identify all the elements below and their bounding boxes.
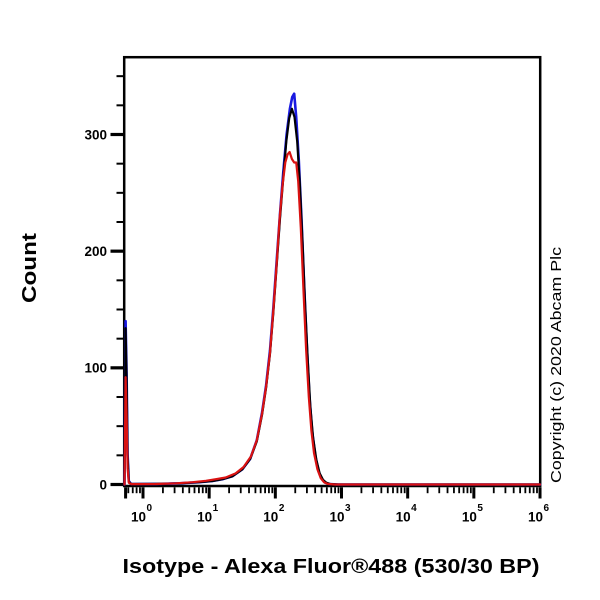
y-tick-label: 100	[84, 361, 107, 376]
copyright-text: Copyright (c) 2020 Abcam Plc	[548, 246, 565, 483]
y-axis-title: Count	[18, 233, 41, 303]
x-tick-label-base: 10	[197, 510, 212, 525]
x-tick-label-base: 10	[329, 510, 344, 525]
x-tick-label-exponent: 3	[345, 503, 351, 514]
x-tick-label-exponent: 5	[477, 503, 483, 514]
axis-ticks	[110, 75, 542, 499]
plot-border	[122, 55, 542, 488]
x-tick-label-base: 10	[396, 510, 411, 525]
black-histogram-curve	[123, 107, 542, 486]
blue-histogram-curve	[123, 92, 542, 486]
histogram-curves	[123, 92, 542, 486]
x-tick-label-base: 10	[462, 510, 477, 525]
red-histogram-curve	[123, 150, 542, 486]
x-tick-label-exponent: 0	[147, 503, 153, 514]
y-tick-label: 0	[99, 477, 107, 492]
x-axis-title: Isotype - Alexa Fluor®488 (530/30 BP)	[123, 555, 540, 578]
x-tick-label-exponent: 1	[213, 503, 219, 514]
x-tick-label-exponent: 2	[279, 503, 285, 514]
y-tick-label: 300	[84, 127, 107, 142]
x-tick-label-base: 10	[263, 510, 278, 525]
x-tick-label-exponent: 4	[411, 503, 417, 514]
y-tick-label: 200	[84, 244, 107, 259]
x-tick-label-base: 10	[528, 510, 543, 525]
x-tick-label-exponent: 6	[544, 503, 550, 514]
x-tick-label-base: 10	[131, 510, 146, 525]
